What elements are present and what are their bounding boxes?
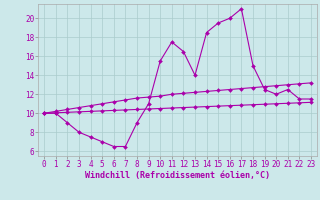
X-axis label: Windchill (Refroidissement éolien,°C): Windchill (Refroidissement éolien,°C) xyxy=(85,171,270,180)
